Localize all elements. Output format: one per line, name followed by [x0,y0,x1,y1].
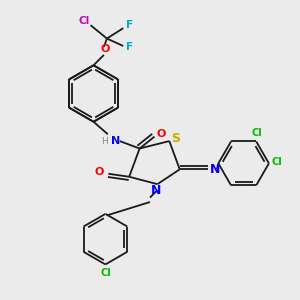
Text: O: O [101,44,110,54]
Text: F: F [126,43,133,52]
Text: N: N [151,184,161,196]
Text: Cl: Cl [100,268,111,278]
Text: H: H [101,136,108,146]
Text: O: O [95,167,104,177]
Text: N: N [111,136,120,146]
Text: Cl: Cl [251,128,262,138]
Text: O: O [156,129,166,139]
Text: Cl: Cl [79,16,90,26]
Text: N: N [210,163,220,176]
Text: F: F [126,20,133,30]
Text: S: S [171,132,180,145]
Text: Cl: Cl [272,157,283,167]
